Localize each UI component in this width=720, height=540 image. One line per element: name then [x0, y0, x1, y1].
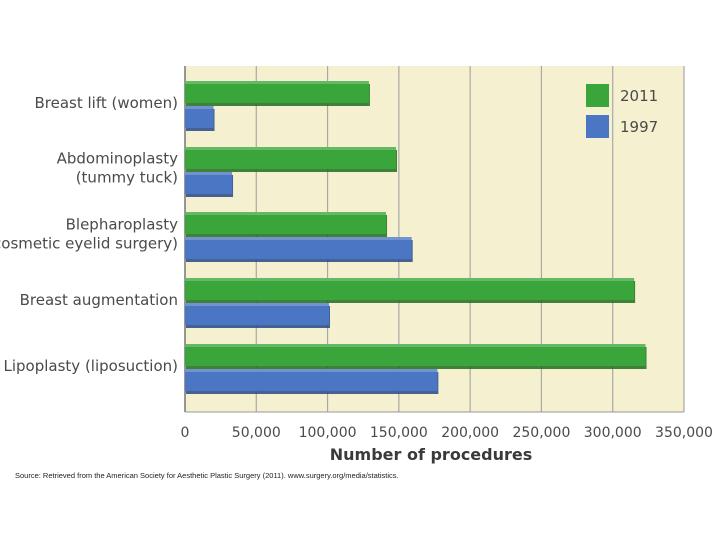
bar-2011: [185, 212, 387, 234]
bar-2011: [185, 278, 635, 300]
bar-1997: [185, 369, 438, 391]
category-label: Lipoplasty (liposuction): [4, 357, 179, 375]
bar-2011: [185, 81, 369, 103]
category-label: Breast augmentation: [20, 291, 178, 309]
bar-highlight: [185, 212, 387, 215]
bar-highlight: [185, 172, 233, 175]
bar-highlight: [185, 344, 646, 347]
x-tick-labels: 0 50,000 100,000 150,000 200,000 250,000 300,0…: [181, 425, 713, 441]
bar-highlight: [185, 106, 214, 109]
x-tick-label: 250,000: [512, 425, 570, 441]
bars: [185, 81, 647, 394]
x-tick-label: 300,000: [584, 425, 642, 441]
bar-1997: [185, 303, 329, 325]
x-tick-label: 150,000: [370, 425, 428, 441]
x-tick-label: 100,000: [299, 425, 357, 441]
category-labels: Breast lift (women) Abdominoplasty(tummy …: [0, 94, 178, 375]
x-tick-label: 200,000: [441, 425, 499, 441]
legend-swatch-1997: [586, 115, 609, 138]
x-tick-label: 0: [181, 425, 190, 441]
bar-highlight: [185, 303, 329, 306]
bar-1997: [185, 172, 233, 194]
x-tick-label: 350,000: [655, 425, 713, 441]
bar-highlight: [185, 237, 412, 240]
bar-highlight: [185, 278, 635, 281]
legend: 2011 1997: [586, 84, 658, 138]
legend-swatch-2011: [586, 84, 609, 107]
category-label: (cosmetic eyelid surgery): [0, 235, 178, 253]
source-note: Source: Retrieved from the American Soci…: [15, 471, 399, 480]
legend-label-1997: 1997: [620, 118, 658, 136]
category-label: Breast lift (women): [34, 94, 178, 112]
bar-highlight: [185, 81, 369, 84]
bar-1997: [185, 106, 214, 128]
bar-highlight: [185, 147, 397, 150]
category-label: Blepharoplasty: [66, 216, 178, 234]
legend-label-2011: 2011: [620, 87, 658, 105]
bar-2011: [185, 147, 397, 169]
bar-1997: [185, 237, 412, 259]
bar-2011: [185, 344, 646, 366]
bar-highlight: [185, 369, 438, 372]
category-label: Abdominoplasty: [57, 150, 179, 168]
x-axis-label: Number of procedures: [330, 445, 533, 464]
category-label: (tummy tuck): [76, 169, 178, 187]
x-tick-label: 50,000: [232, 425, 281, 441]
